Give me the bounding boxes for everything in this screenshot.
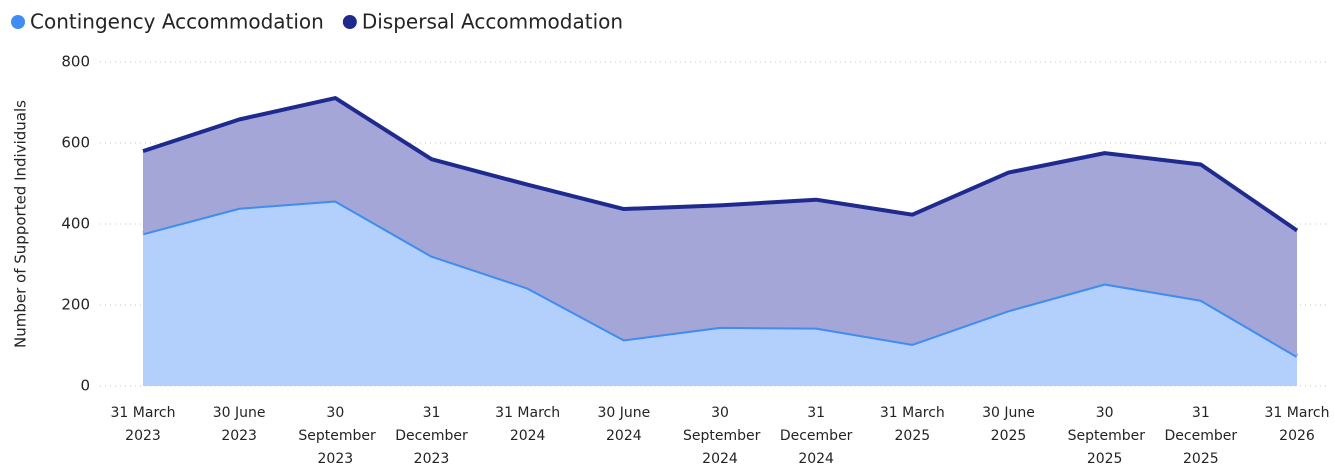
x-tick-label: 31 December 2024 <box>779 405 853 467</box>
x-tick-label: 30 September 2023 <box>298 405 376 467</box>
y-tick-label: 0 <box>80 377 90 395</box>
x-tick-label: 30 June 2023 <box>212 405 266 444</box>
x-tick-label: 30 September 2024 <box>683 405 761 467</box>
line <box>142 96 1299 233</box>
x-tick-label: 31 March 2023 <box>110 405 176 444</box>
x-tick-label: 31 March 2026 <box>1264 405 1330 444</box>
x-tick-label: 31 December 2025 <box>1164 405 1238 467</box>
y-axis-label: Number of Supported Individuals <box>12 100 30 348</box>
x-tick-label: 30 September 2025 <box>1067 405 1146 467</box>
legend-label: Contingency Accommodation <box>30 10 324 34</box>
legend-marker <box>11 15 25 29</box>
x-tick-label: 30 June 2024 <box>597 405 651 444</box>
area <box>143 200 1297 386</box>
y-tick-label: 600 <box>61 134 90 152</box>
x-tick-label: 31 March 2024 <box>495 405 561 444</box>
area <box>143 98 1297 357</box>
y-tick-label: 400 <box>61 215 90 233</box>
y-tick-label: 200 <box>61 296 90 314</box>
y-tick-label: 800 <box>61 53 90 71</box>
legend-label: Dispersal Accommodation <box>362 10 623 34</box>
x-tick-label: 31 March 2025 <box>879 405 945 444</box>
legend-marker <box>342 15 357 29</box>
x-tick-label: 30 June 2025 <box>982 405 1035 444</box>
x-tick-label: 31 December 2023 <box>395 405 468 467</box>
